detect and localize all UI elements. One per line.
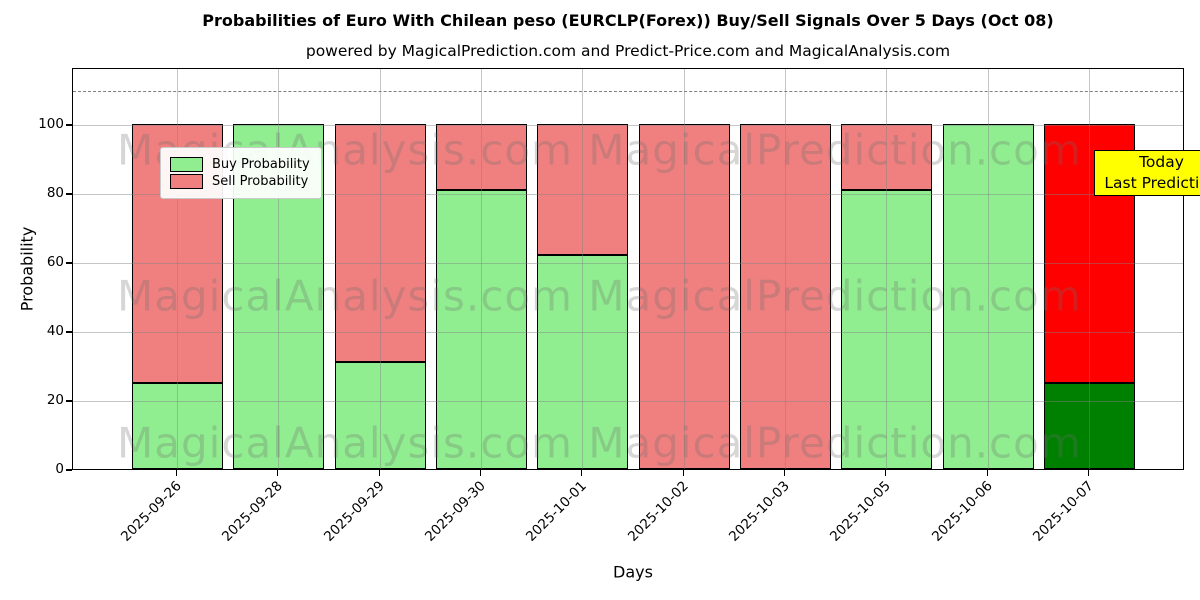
y-tick-label: 80: [46, 184, 64, 201]
gridline-vertical: [886, 69, 888, 469]
plot-area: Buy Probability Sell Probability Today L…: [72, 68, 1200, 470]
watermark: MagicalAnalysis.com: [117, 271, 573, 321]
x-tick-label: 2025-10-06: [928, 478, 996, 545]
bar-segment-sell: [537, 123, 629, 256]
y-tick-label: 0: [55, 461, 64, 477]
gridline-vertical: [582, 69, 584, 469]
y-axis-tick: [66, 469, 72, 471]
today-annotation-line2: Last Prediction: [1104, 174, 1200, 192]
y-tick-label: 40: [46, 322, 64, 339]
y-tick-label: 20: [46, 391, 64, 408]
sell-probability-swatch: [170, 174, 203, 189]
x-axis-tick: [1087, 470, 1090, 476]
gridline-vertical: [379, 69, 381, 469]
bar-segment-buy: [334, 362, 426, 469]
gridline-vertical: [683, 69, 685, 469]
x-axis-tick: [175, 470, 178, 476]
y-axis-tick: [66, 400, 72, 402]
watermark: MagicalAnalysis.com: [117, 418, 573, 468]
x-tick-label: 2025-10-05: [827, 478, 895, 545]
gridline-horizontal: [73, 194, 1183, 196]
legend-item-buy: Buy Probability: [170, 157, 310, 172]
gridline-horizontal: [73, 401, 1183, 403]
bar-segment-sell: [334, 123, 426, 363]
bar-segment-buy: [537, 255, 629, 469]
gridline-vertical: [1088, 69, 1090, 469]
y-tick-label: 100: [38, 115, 64, 132]
chart-subtitle: powered by MagicalPrediction.com and Pre…: [305, 42, 951, 60]
x-axis-tick: [682, 470, 684, 476]
legend-label-sell: Sell Probability: [212, 174, 309, 189]
x-tick-label: 2025-10-07: [1029, 478, 1097, 545]
gridline-vertical: [987, 69, 989, 469]
y-tick-label: 60: [46, 253, 64, 270]
bar-segment-buy: [942, 123, 1034, 469]
y-axis-tick: [66, 331, 72, 333]
watermark: MagicalPrediction.com: [588, 418, 1082, 468]
chart-title: Probabilities of Euro With Chilean peso …: [202, 11, 1054, 30]
gridline-horizontal: [73, 125, 1183, 127]
y-axis-tick: [66, 193, 72, 195]
x-axis-tick: [986, 470, 988, 476]
y-axis-tick: [66, 124, 72, 126]
gridline-vertical: [480, 69, 482, 469]
watermark: MagicalPrediction.com: [588, 271, 1082, 321]
gridline-horizontal: [73, 263, 1183, 265]
x-axis-tick: [783, 470, 786, 476]
bar-segment-sell: [435, 123, 527, 190]
x-tick-label: 2025-10-02: [624, 478, 692, 545]
watermark: MagicalPrediction.com: [588, 125, 1082, 175]
legend-label-buy: Buy Probability: [212, 157, 310, 172]
x-tick-label: 2025-09-30: [422, 478, 489, 545]
bar-segment-buy: [1043, 382, 1135, 469]
bar-segment-sell: [739, 123, 831, 469]
x-tick-label: 2025-10-03: [725, 478, 793, 545]
today-annotation: Today Last Prediction: [1094, 150, 1200, 196]
gridline-vertical: [278, 69, 280, 469]
x-axis-tick: [479, 470, 482, 476]
x-tick-label: 2025-10-01: [523, 478, 591, 545]
y-axis-tick: [66, 262, 72, 264]
gridline-vertical: [784, 69, 786, 469]
bar-segment-buy: [435, 189, 527, 469]
gridline-horizontal: [73, 332, 1183, 334]
legend-item-sell: Sell Probability: [170, 174, 310, 189]
bar-segment-buy: [841, 189, 933, 469]
threshold-dashed-line: [73, 90, 1183, 92]
x-axis-tick: [277, 470, 279, 476]
x-axis-tick: [581, 470, 583, 476]
legend: Buy Probability Sell Probability: [160, 147, 322, 199]
bar-segment-sell: [841, 123, 933, 190]
x-axis-tick: [885, 470, 887, 476]
today-annotation-line1: Today: [1139, 153, 1184, 171]
bar-segment-buy: [132, 382, 223, 469]
buy-probability-swatch: [170, 157, 203, 172]
x-axis-tick: [378, 470, 380, 476]
x-tick-label: 2025-09-28: [219, 478, 287, 545]
gridline-vertical: [177, 69, 178, 469]
x-axis-label: Days: [613, 562, 653, 582]
x-tick-label: 2025-09-29: [320, 478, 388, 545]
bar-segment-sell: [638, 123, 730, 469]
x-tick-label: 2025-09-26: [118, 478, 185, 545]
